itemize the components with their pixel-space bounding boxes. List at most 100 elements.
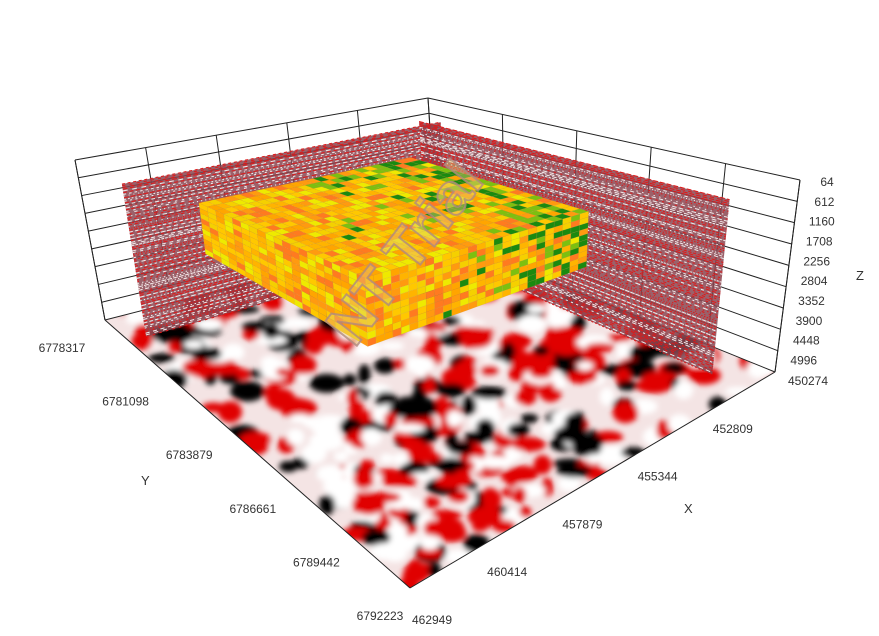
y-tick-label: 6778317 (39, 341, 86, 355)
seismic-section-crossline-trace (418, 120, 730, 201)
floor-blob (422, 378, 436, 393)
floor-blob (362, 529, 391, 546)
floor-blob (577, 361, 594, 371)
floor-blob (412, 451, 444, 462)
floor-blob (387, 522, 408, 541)
floor-blob (196, 317, 223, 331)
floor-blob (369, 492, 402, 503)
floor-blob (422, 497, 440, 508)
seismic-section-crossline-trace (419, 122, 730, 203)
floor-blob (404, 355, 435, 374)
floor-blob (222, 343, 245, 361)
floor-blob (492, 519, 517, 533)
seismic-section-inline-trace (123, 131, 442, 197)
y-tick-label: 6792223 (357, 609, 404, 623)
floor-blob (517, 314, 546, 334)
floor-blob (529, 367, 553, 379)
y-tick-label: 6786661 (229, 502, 276, 516)
x-axis-line (409, 371, 776, 589)
floor-blob (463, 430, 495, 444)
x-tick-label: 450274 (788, 374, 828, 388)
seismic-section-inline-trace (127, 153, 443, 223)
floor-blob (445, 432, 459, 452)
seismic-section-inline-trace (122, 123, 441, 187)
seismic-section-inline-trace (123, 133, 442, 199)
seismic-section-inline-trace (137, 204, 446, 283)
floor-blob (505, 466, 519, 488)
floor-blob (564, 412, 585, 433)
seismic-section-inline-trace (126, 146, 443, 214)
floor-blob (434, 397, 450, 418)
floor-blob (276, 368, 291, 377)
left-vertical-edge (74, 159, 106, 321)
z-grid-line-right (427, 97, 801, 181)
floor-blob (319, 494, 336, 515)
floor-blob (255, 335, 288, 346)
seismic-section-crossline-trace (425, 220, 717, 336)
floor-blob (414, 367, 428, 379)
floor-blob (301, 443, 327, 464)
floor-blob (501, 342, 516, 365)
floor-blob (570, 313, 586, 332)
y-axis-title: Y (141, 473, 150, 488)
seismic-section-crossline-trace (420, 138, 728, 224)
floor-blob (358, 364, 371, 385)
seismic-section-inline-trace (123, 128, 442, 194)
y-tick-label: 6781098 (102, 395, 149, 409)
floor-blob (131, 332, 154, 350)
floor-blob (399, 464, 413, 476)
floor-blob (520, 413, 539, 424)
floor-blob (346, 390, 359, 405)
floor-blob (526, 304, 547, 313)
floor-blob (359, 460, 375, 470)
floor-blob (510, 353, 532, 374)
z-tick-label: 1160 (809, 215, 835, 229)
floor-blob (446, 410, 462, 427)
seismic-section-inline-trace (125, 141, 442, 209)
floor-blob (460, 396, 477, 416)
floor-blob (674, 380, 694, 400)
floor-blob (241, 321, 270, 332)
floor-blob (570, 432, 604, 451)
seismic-section-inline-trace (122, 125, 441, 190)
seismic-section-crossline-trace (419, 131, 729, 214)
floor-blob (305, 336, 324, 355)
floor-blob (311, 422, 340, 436)
seismic-section-inline-trace (129, 163, 443, 235)
z-tick-label: 4996 (790, 354, 817, 368)
floor-blob (599, 387, 615, 406)
floor-blob (343, 373, 357, 386)
seismic-section-inline-trace (125, 143, 442, 211)
y-tick-label: 6789442 (293, 555, 340, 569)
axis-ticks: 6778317 6781098 6783879 6786661 6789442 67922… (39, 175, 835, 627)
seismic-section-crossline-trace (420, 145, 727, 234)
floor-blob (437, 383, 466, 398)
floor-blob (372, 542, 404, 553)
floor-blob (353, 468, 374, 490)
floor-blob (478, 455, 513, 469)
seismic-section-inline-trace (135, 195, 445, 272)
floor-blob (192, 347, 222, 361)
floor-blob (316, 464, 345, 483)
seismic-section-inline-trace (143, 235, 447, 321)
volume-cell (577, 261, 587, 271)
z-grid-line-left (78, 112, 430, 179)
seismic-section-crossline-trace (425, 230, 715, 350)
seismic-section-crossline-trace (422, 176, 723, 277)
z-tick-label: 1708 (806, 235, 833, 249)
floor-blob (420, 535, 440, 551)
floor-blob (479, 364, 501, 377)
seismic-section-inline-trace (133, 182, 444, 257)
seismic-section-crossline-trace (421, 155, 726, 248)
seismic-section-crossline-trace (420, 142, 727, 230)
seismic-section-inline-trace (124, 137, 442, 204)
floor-blob (585, 342, 615, 353)
volume-right-face (365, 211, 589, 347)
seismic-section-crossline-trace (420, 151, 726, 242)
floor-blob (514, 390, 537, 406)
floor-blob (513, 486, 527, 503)
floor-blob (548, 326, 584, 341)
floor-blob (629, 345, 658, 362)
seismic-section-crossline-trace (421, 159, 725, 254)
